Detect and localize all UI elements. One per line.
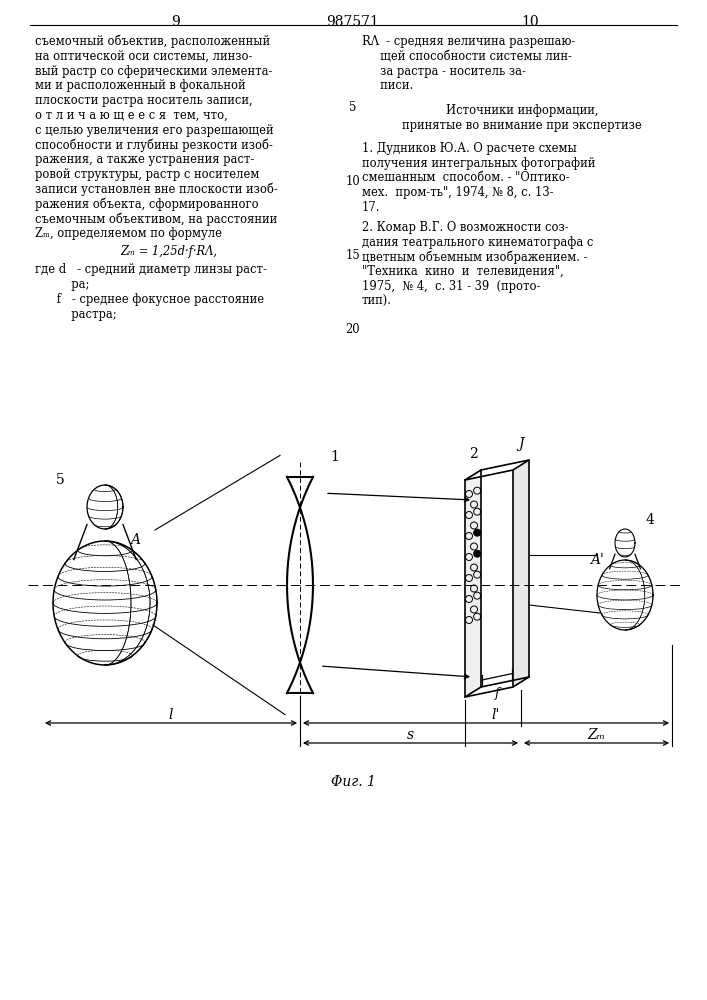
Text: 9: 9 [172,15,180,29]
Text: за растра - носитель за-: за растра - носитель за- [362,65,526,78]
Text: 1. Дудников Ю.А. О расчете схемы: 1. Дудников Ю.А. О расчете схемы [362,142,577,155]
Text: ражения, а также устранения раст-: ражения, а также устранения раст- [35,153,255,166]
Text: ровой структуры, растр с носителем: ровой структуры, растр с носителем [35,168,259,181]
Text: 20: 20 [346,323,361,336]
Text: 5: 5 [56,473,64,487]
Text: цветным объемным изображением. -: цветным объемным изображением. - [362,250,588,264]
Text: Φиг. 1: Φиг. 1 [331,775,375,789]
Text: f: f [495,688,499,700]
Polygon shape [513,460,529,687]
Text: тип).: тип). [362,295,392,308]
Text: Zₘ: Zₘ [588,728,606,742]
Text: где d   - средний диаметр линзы раст-: где d - средний диаметр линзы раст- [35,263,267,276]
Text: съемочный объектив, расположенный: съемочный объектив, расположенный [35,35,270,48]
Text: ми и расположенный в фокальной: ми и расположенный в фокальной [35,79,245,92]
Text: ражения объекта, сформированного: ражения объекта, сформированного [35,198,259,211]
Text: съемочным объективом, на расстоянии: съемочным объективом, на расстоянии [35,213,277,226]
Text: принятые во внимание при экспертизе: принятые во внимание при экспертизе [402,119,642,132]
Text: писи.: писи. [362,79,414,92]
Text: RΛ  - средняя величина разрешаю-: RΛ - средняя величина разрешаю- [362,35,575,48]
Circle shape [474,550,481,557]
Text: 15: 15 [346,249,361,262]
Text: на оптической оси системы, линзо-: на оптической оси системы, линзо- [35,50,252,63]
Text: растра;: растра; [35,308,117,321]
Text: "Техника  кино  и  телевидения",: "Техника кино и телевидения", [362,265,563,278]
Text: щей способности системы лин-: щей способности системы лин- [362,50,572,63]
Text: вый растр со сферическими элемента-: вый растр со сферическими элемента- [35,65,272,78]
Circle shape [474,529,481,536]
Text: 987571: 987571 [327,15,380,29]
Text: 17.: 17. [362,201,380,214]
Text: 1975,  № 4,  с. 31 - 39  (прото-: 1975, № 4, с. 31 - 39 (прото- [362,280,540,293]
Text: s: s [407,728,414,742]
Text: Zₘ, определяемом по формуле: Zₘ, определяемом по формуле [35,227,222,240]
Text: 2: 2 [469,447,477,461]
Text: способности и глубины резкости изоб-: способности и глубины резкости изоб- [35,139,273,152]
Text: о т л и ч а ю щ е е с я  тем, что,: о т л и ч а ю щ е е с я тем, что, [35,109,228,122]
Text: A: A [130,533,140,547]
Text: J: J [518,437,524,451]
Text: 2. Комар В.Г. О возможности соз-: 2. Комар В.Г. О возможности соз- [362,221,568,234]
Text: плоскости растра носитель записи,: плоскости растра носитель записи, [35,94,252,107]
Text: A': A' [590,553,604,567]
Text: получения интегральных фотографий: получения интегральных фотографий [362,157,595,170]
Text: 1: 1 [331,450,339,464]
Text: 4: 4 [645,513,655,527]
Text: l': l' [492,708,500,722]
Text: f   - среднее фокусное расстояние: f - среднее фокусное расстояние [35,293,264,306]
Text: смешанным  способом. - "Оптико-: смешанным способом. - "Оптико- [362,171,570,184]
Text: Zₘ = 1,25d·f·RΛ,: Zₘ = 1,25d·f·RΛ, [120,245,217,258]
Text: ра;: ра; [35,278,89,291]
Text: дания театрального кинематографа с: дания театрального кинематографа с [362,236,593,249]
Text: Источники информации,: Источники информации, [445,104,598,117]
Text: с целью увеличения его разрешающей: с целью увеличения его разрешающей [35,124,274,137]
Text: l: l [169,708,173,722]
Text: 10: 10 [521,15,539,29]
Text: мех.  пром-ть", 1974, № 8, с. 13-: мех. пром-ть", 1974, № 8, с. 13- [362,186,554,199]
Text: 10: 10 [346,175,361,188]
Polygon shape [465,470,481,697]
Text: записи установлен вне плоскости изоб-: записи установлен вне плоскости изоб- [35,183,278,196]
Text: 5: 5 [349,101,357,114]
